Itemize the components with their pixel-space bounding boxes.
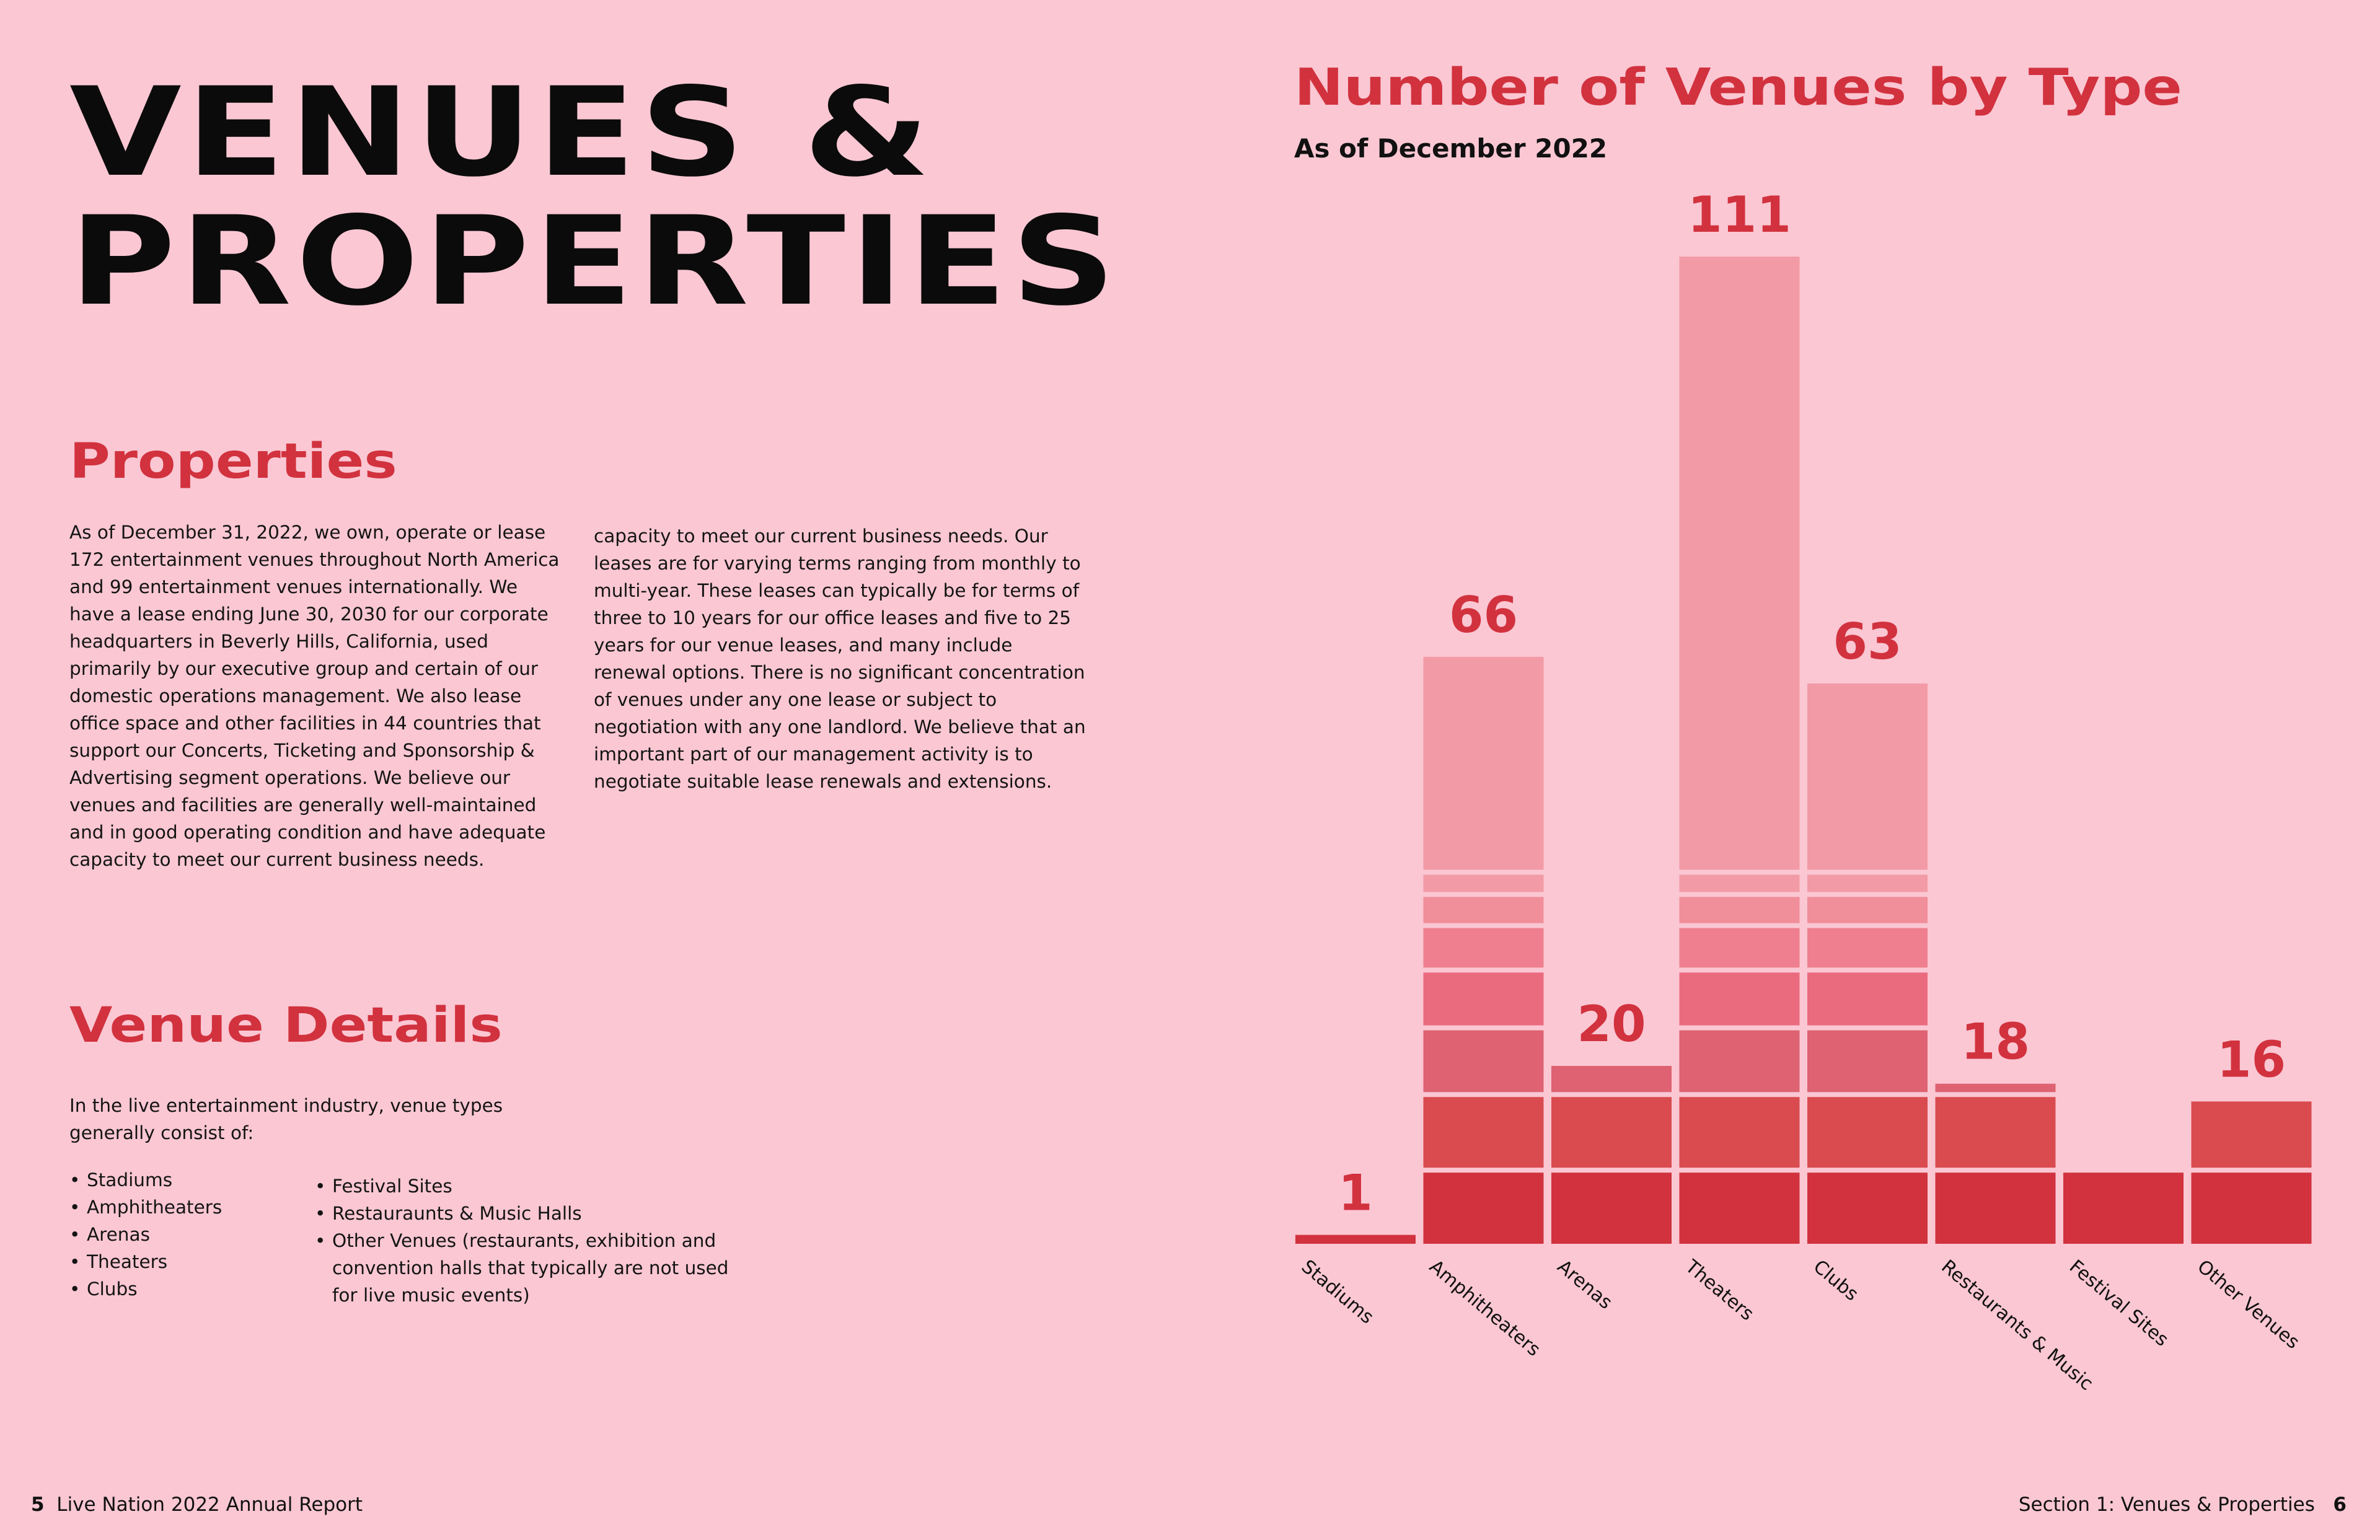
list-item: Stadiums bbox=[69, 1166, 293, 1194]
bar-segment-restaurants-music bbox=[1935, 1173, 2056, 1244]
section-name: Section 1: Venues & Properties bbox=[2018, 1494, 2315, 1516]
properties-text-col2: capacity to meet our current business ne… bbox=[594, 522, 1090, 795]
bar-segment-clubs bbox=[1807, 874, 1928, 892]
bar-segment-theaters bbox=[1679, 972, 1800, 1026]
venue-type-list-1: Stadiums Amphitheaters Arenas Theaters C… bbox=[69, 1166, 293, 1303]
chart-subtitle: As of December 2022 bbox=[1294, 133, 1608, 164]
list-item: Festival Sites bbox=[315, 1173, 749, 1200]
chart-title: Number of Venues by Type bbox=[1294, 58, 2182, 117]
data-label: 1 bbox=[1338, 1164, 1373, 1222]
bar-segment-theaters bbox=[1679, 874, 1800, 892]
category-label: Stadiums bbox=[1297, 1256, 1378, 1328]
bar-segment-amphitheaters bbox=[1423, 928, 1544, 968]
page-title: VENUES & PROPERTIES bbox=[69, 68, 1120, 326]
bar-segment-clubs bbox=[1807, 1030, 1928, 1093]
properties-text-col1: As of December 31, 2022, we own, operate… bbox=[69, 519, 565, 873]
properties-paragraph-continued: capacity to meet our current business ne… bbox=[594, 526, 1086, 792]
bar-segment-clubs bbox=[1807, 683, 1928, 870]
category-label: Clubs bbox=[1809, 1256, 1862, 1305]
category-label: Arenas bbox=[1553, 1256, 1616, 1313]
bar-segment-amphitheaters bbox=[1423, 897, 1544, 923]
category-label: Other Venues bbox=[2193, 1256, 2303, 1353]
data-label: 66 bbox=[1449, 586, 1518, 644]
list-item: Arenas bbox=[69, 1221, 293, 1248]
list-item: Clubs bbox=[69, 1275, 293, 1303]
footer-left: 5 Live Nation 2022 Annual Report bbox=[31, 1492, 363, 1517]
category-label: Festival Sites bbox=[2065, 1256, 2172, 1350]
footer-right: Section 1: Venues & Properties 6 bbox=[2019, 1492, 2347, 1517]
bar-segment-theaters bbox=[1679, 928, 1800, 968]
venue-type-list-2: Festival Sites Restauraunts & Music Hall… bbox=[315, 1173, 749, 1309]
report-name: Live Nation 2022 Annual Report bbox=[56, 1494, 363, 1516]
bar-segment-theaters bbox=[1679, 1030, 1800, 1093]
data-label: 63 bbox=[1833, 613, 1902, 671]
bar-segment-amphitheaters bbox=[1423, 656, 1544, 870]
bar-segment-other-venues bbox=[2191, 1101, 2312, 1168]
title-line: PROPERTIES bbox=[69, 190, 1120, 333]
list-item: Other Venues (restaurants, exhibition an… bbox=[315, 1227, 749, 1309]
bar-segment-amphitheaters bbox=[1423, 874, 1544, 892]
list-item: Amphitheaters bbox=[69, 1194, 293, 1221]
title-line: VENUES & bbox=[69, 61, 935, 204]
bar-segment-clubs bbox=[1807, 972, 1928, 1026]
venue-details-intro-text: In the live entertainment industry, venu… bbox=[69, 1095, 503, 1143]
bar-segment-clubs bbox=[1807, 928, 1928, 968]
bar-segment-stadiums bbox=[1295, 1234, 1416, 1244]
list-item: Theaters bbox=[69, 1248, 293, 1275]
data-label: 18 bbox=[1961, 1013, 2030, 1071]
bar-segment-amphitheaters bbox=[1423, 1097, 1544, 1168]
category-label: Theaters bbox=[1681, 1256, 1758, 1326]
bar-segment-amphitheaters bbox=[1423, 1030, 1544, 1093]
bar-segment-clubs bbox=[1807, 897, 1928, 923]
bar-segment-arenas bbox=[1551, 1066, 1672, 1093]
bar-segment-amphitheaters bbox=[1423, 972, 1544, 1026]
properties-paragraph: As of December 31, 2022, we own, operate… bbox=[69, 522, 560, 870]
list-item: Restauraunts & Music Halls bbox=[315, 1200, 749, 1227]
bar-segment-clubs bbox=[1807, 1097, 1928, 1168]
category-label: Amphitheaters bbox=[1425, 1256, 1545, 1360]
bar-segment-theaters bbox=[1679, 1173, 1800, 1244]
bar-segment-arenas bbox=[1551, 1173, 1672, 1244]
bar-segment-theaters bbox=[1679, 897, 1800, 923]
bar-segment-clubs bbox=[1807, 1173, 1928, 1244]
bar-segment-theaters bbox=[1679, 257, 1800, 870]
bar-segment-festival-sites bbox=[2063, 1173, 2184, 1244]
bar-segment-arenas bbox=[1551, 1097, 1672, 1168]
venue-details-heading: Venue Details bbox=[69, 998, 503, 1054]
page-number-right: 6 bbox=[2333, 1494, 2347, 1516]
bar-segment-restaurants-music bbox=[1935, 1097, 2056, 1168]
venue-details-intro: In the live entertainment industry, venu… bbox=[69, 1092, 516, 1146]
bar-segment-restaurants-music bbox=[1935, 1083, 2056, 1093]
bar-segment-other-venues bbox=[2191, 1173, 2312, 1244]
data-label: 16 bbox=[2217, 1031, 2286, 1088]
bar-segment-theaters bbox=[1679, 1097, 1800, 1168]
data-label: 20 bbox=[1577, 995, 1646, 1053]
bar-segment-amphitheaters bbox=[1423, 1173, 1544, 1244]
page-number-left: 5 bbox=[31, 1494, 45, 1516]
data-label: 111 bbox=[1688, 186, 1791, 244]
properties-heading: Properties bbox=[69, 434, 397, 490]
